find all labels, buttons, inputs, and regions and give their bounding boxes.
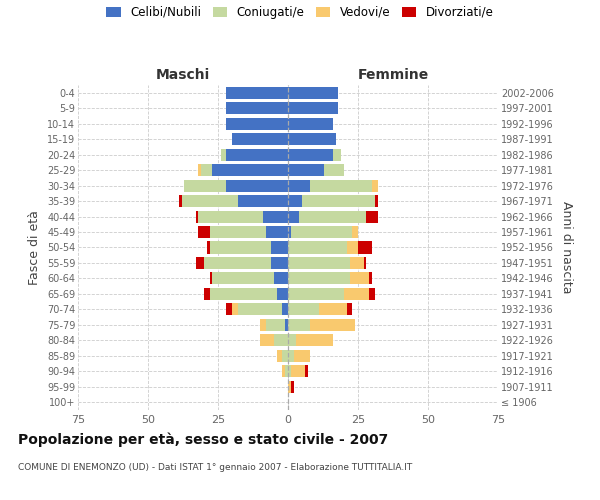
Bar: [285, 366, 288, 378]
Bar: [212, 272, 274, 284]
Bar: [271, 242, 288, 254]
Bar: [221, 148, 226, 160]
Bar: [319, 304, 347, 316]
Bar: [288, 86, 338, 99]
Bar: [310, 180, 372, 192]
Bar: [232, 133, 288, 145]
Bar: [310, 319, 355, 331]
Bar: [288, 226, 291, 238]
Bar: [288, 133, 335, 145]
Bar: [199, 226, 209, 238]
Bar: [204, 288, 209, 300]
Bar: [209, 242, 271, 254]
Legend: Celibi/Nubili, Coniugati/e, Vedovi/e, Divorziati/e: Celibi/Nubili, Coniugati/e, Vedovi/e, Di…: [106, 6, 494, 19]
Bar: [358, 242, 372, 254]
Bar: [288, 210, 299, 222]
Bar: [232, 304, 238, 316]
Bar: [288, 350, 293, 362]
Bar: [293, 350, 310, 362]
Bar: [347, 242, 358, 254]
Bar: [277, 350, 283, 362]
Bar: [305, 366, 308, 378]
Bar: [274, 334, 288, 346]
Bar: [352, 226, 358, 238]
Bar: [288, 366, 291, 378]
Bar: [291, 381, 293, 393]
Bar: [288, 118, 333, 130]
Bar: [291, 226, 352, 238]
Bar: [263, 210, 288, 222]
Bar: [260, 319, 266, 331]
Bar: [369, 272, 372, 284]
Bar: [288, 334, 296, 346]
Bar: [288, 381, 291, 393]
Bar: [288, 180, 310, 192]
Bar: [196, 210, 199, 222]
Bar: [209, 272, 212, 284]
Bar: [179, 195, 182, 207]
Bar: [347, 304, 352, 316]
Bar: [288, 164, 325, 176]
Bar: [288, 102, 338, 114]
Bar: [184, 180, 226, 192]
Y-axis label: Anni di nascita: Anni di nascita: [560, 201, 573, 294]
Bar: [369, 288, 375, 300]
Bar: [226, 102, 288, 114]
Bar: [196, 257, 204, 269]
Bar: [288, 257, 350, 269]
Bar: [226, 118, 288, 130]
Bar: [238, 304, 283, 316]
Bar: [299, 210, 367, 222]
Bar: [364, 257, 367, 269]
Bar: [288, 272, 350, 284]
Bar: [372, 180, 377, 192]
Bar: [266, 226, 288, 238]
Bar: [285, 319, 288, 331]
Bar: [226, 304, 232, 316]
Text: Maschi: Maschi: [156, 68, 210, 82]
Bar: [226, 86, 288, 99]
Bar: [199, 210, 263, 222]
Bar: [288, 242, 347, 254]
Bar: [209, 226, 266, 238]
Bar: [375, 195, 377, 207]
Bar: [288, 304, 319, 316]
Bar: [367, 210, 377, 222]
Y-axis label: Fasce di età: Fasce di età: [28, 210, 41, 285]
Text: COMUNE DI ENEMONZO (UD) - Dati ISTAT 1° gennaio 2007 - Elaborazione TUTTITALIA.I: COMUNE DI ENEMONZO (UD) - Dati ISTAT 1° …: [18, 462, 412, 471]
Bar: [291, 366, 305, 378]
Bar: [209, 288, 277, 300]
Bar: [226, 180, 288, 192]
Text: Popolazione per età, sesso e stato civile - 2007: Popolazione per età, sesso e stato civil…: [18, 432, 388, 447]
Text: Femmine: Femmine: [358, 68, 428, 82]
Bar: [266, 319, 285, 331]
Bar: [350, 257, 364, 269]
Bar: [325, 164, 344, 176]
Bar: [274, 272, 288, 284]
Bar: [260, 334, 274, 346]
Bar: [199, 164, 201, 176]
Bar: [288, 148, 333, 160]
Bar: [238, 195, 288, 207]
Bar: [283, 350, 288, 362]
Bar: [182, 195, 238, 207]
Bar: [350, 272, 369, 284]
Bar: [288, 319, 310, 331]
Bar: [283, 304, 288, 316]
Bar: [288, 288, 344, 300]
Bar: [204, 257, 271, 269]
Bar: [277, 288, 288, 300]
Bar: [344, 288, 369, 300]
Bar: [212, 164, 288, 176]
Bar: [226, 148, 288, 160]
Bar: [207, 242, 209, 254]
Bar: [271, 257, 288, 269]
Bar: [302, 195, 375, 207]
Bar: [288, 195, 302, 207]
Bar: [333, 148, 341, 160]
Bar: [201, 164, 212, 176]
Bar: [283, 366, 285, 378]
Bar: [296, 334, 333, 346]
